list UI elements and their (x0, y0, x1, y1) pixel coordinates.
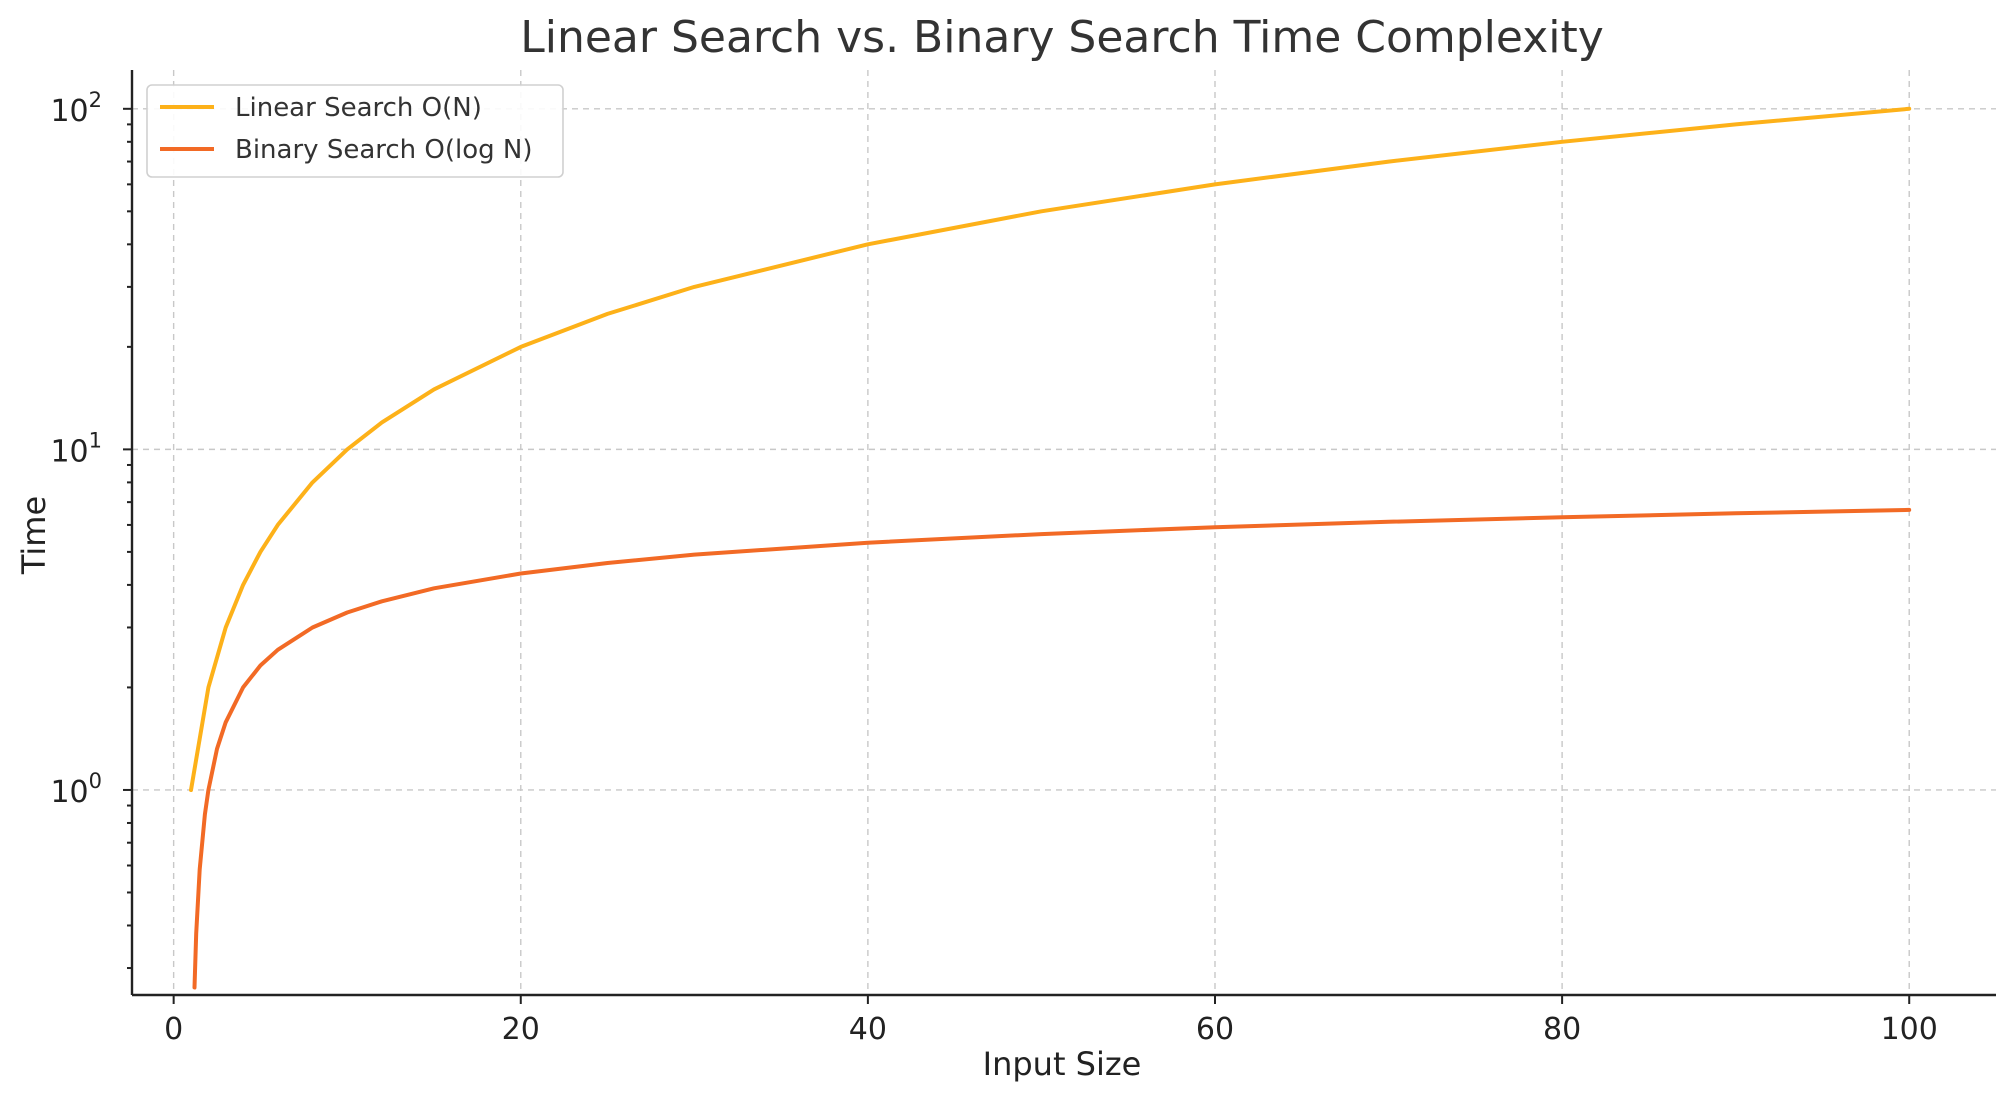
series-line-binary (192, 507, 1912, 990)
series-lines (189, 106, 1912, 990)
grid (132, 70, 1996, 995)
legend-label-binary: Binary Search O(log N) (235, 135, 533, 165)
y-tick-exponent: 1 (89, 428, 102, 452)
y-tick-label: 102 (50, 88, 102, 129)
x-axis-ticks: 0 20 40 60 80 100 (164, 995, 1938, 1047)
axes (130, 70, 1996, 997)
x-axis-label: Input Size (983, 1045, 1142, 1083)
legend-box (146, 84, 564, 178)
y-tick-exponent: 0 (89, 769, 102, 793)
x-tick-label: 40 (849, 1012, 887, 1047)
x-tick-label: 20 (502, 1012, 540, 1047)
x-tick-label: 0 (164, 1012, 183, 1047)
x-tick-label: 100 (1881, 1012, 1938, 1047)
y-tick-exponent: 2 (89, 88, 102, 112)
y-tick-label: 101 (50, 428, 102, 469)
x-tick-label: 80 (1543, 1012, 1581, 1047)
chart-title: Linear Search vs. Binary Search Time Com… (520, 12, 1604, 63)
series-line-linear (189, 106, 1912, 792)
legend: Linear Search O(N) Binary Search O(log N… (146, 84, 564, 178)
legend-label-linear: Linear Search O(N) (235, 93, 482, 123)
x-tick-label: 60 (1196, 1012, 1234, 1047)
y-tick-label: 100 (50, 769, 102, 810)
y-axis-label: Time (15, 496, 53, 575)
